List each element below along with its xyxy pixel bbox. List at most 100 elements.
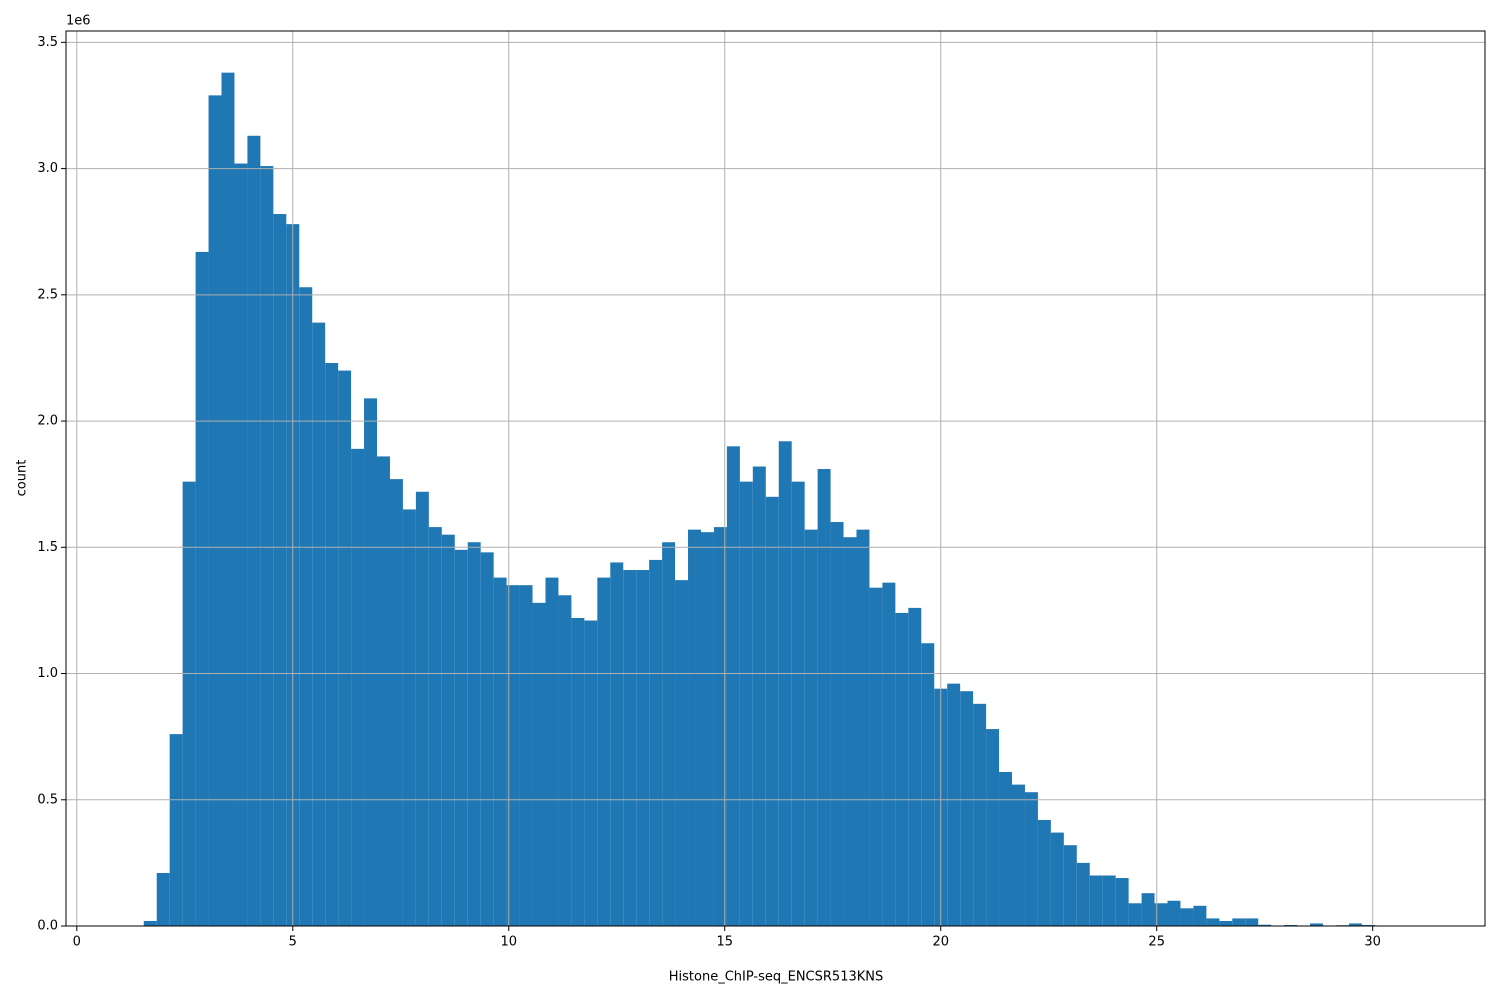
bar [688, 529, 701, 926]
bar [299, 287, 313, 927]
bar [221, 72, 235, 926]
x-tick-label: 5 [289, 935, 297, 950]
bar [752, 466, 766, 926]
bar [1219, 920, 1233, 926]
y-tick-label: 3.0 [37, 161, 58, 176]
bar [700, 532, 714, 926]
bar [389, 479, 403, 926]
bar [1193, 905, 1207, 926]
bar [519, 585, 533, 926]
bar [765, 496, 779, 926]
bar [713, 527, 727, 926]
bar [610, 562, 624, 926]
x-tick-label: 0 [73, 935, 81, 950]
bar [869, 587, 883, 926]
bar [338, 370, 352, 926]
bar [597, 577, 611, 926]
bar [1050, 832, 1064, 926]
bar [895, 612, 909, 926]
bar [830, 522, 844, 926]
bar [1037, 819, 1051, 926]
y-axis-label: count [15, 460, 30, 497]
bar [480, 552, 494, 926]
y-tick-label: 0.5 [37, 792, 58, 807]
bar [791, 481, 805, 926]
bar [623, 570, 637, 926]
bar [493, 577, 507, 926]
y-tick-label: 2.0 [37, 414, 58, 429]
bar [1076, 862, 1090, 926]
bar [182, 481, 196, 926]
bar [1102, 875, 1116, 926]
bar [208, 95, 222, 927]
bar [1063, 845, 1077, 926]
bar [778, 441, 792, 926]
bar [402, 509, 416, 926]
y-tick-label: 1.0 [37, 666, 58, 681]
bar [817, 469, 831, 926]
y-tick-label: 1.5 [37, 540, 58, 555]
bar [999, 771, 1012, 926]
bar [973, 703, 987, 926]
x-tick-label: 20 [932, 935, 949, 950]
bar [467, 542, 481, 926]
bar [882, 582, 896, 926]
bar [960, 691, 974, 926]
bar [986, 729, 1000, 926]
bar [247, 135, 261, 927]
y-offset-label: 1e6 [66, 14, 91, 29]
bar [428, 527, 442, 926]
x-tick-label: 10 [500, 935, 517, 950]
x-axis-label: Histone_ChIP-seq_ENCSR513KNS [669, 970, 883, 985]
bar [1232, 918, 1246, 926]
bar [260, 166, 274, 926]
bar [947, 683, 961, 926]
bar [1089, 875, 1103, 926]
bar [415, 491, 429, 926]
bar [843, 537, 857, 926]
bar [454, 549, 468, 926]
bar [234, 163, 248, 926]
y-tick-label: 3.5 [37, 35, 58, 50]
bar [1310, 923, 1324, 926]
bar [675, 580, 689, 926]
x-tick-label: 25 [1148, 935, 1165, 950]
bar [571, 617, 585, 926]
bar [1128, 903, 1142, 926]
bar [1012, 784, 1025, 926]
bar [1361, 924, 1375, 926]
bar [804, 529, 818, 926]
bar [312, 322, 326, 927]
bar [908, 607, 922, 926]
bar [584, 620, 598, 926]
bar [351, 448, 365, 926]
bar [545, 577, 559, 926]
bar [1206, 918, 1220, 926]
bar [273, 214, 287, 926]
bar [325, 362, 339, 927]
bar [921, 643, 935, 926]
bar [726, 446, 740, 926]
bar [143, 920, 157, 926]
bar [1141, 893, 1155, 926]
bar [1167, 900, 1181, 926]
bar [532, 602, 546, 926]
bar [649, 559, 663, 926]
x-tick-label: 30 [1364, 935, 1381, 950]
bar [856, 529, 870, 926]
y-tick-label: 0.0 [37, 919, 58, 934]
bar [1348, 923, 1362, 926]
bar [739, 481, 753, 926]
bar [1284, 924, 1298, 926]
bar [1258, 924, 1272, 926]
bar [636, 570, 650, 926]
bar [364, 398, 378, 927]
x-tick-label: 15 [716, 935, 733, 950]
bar [506, 585, 520, 926]
bar [169, 734, 183, 926]
bar [1180, 908, 1194, 926]
bar [195, 251, 209, 926]
bar [156, 872, 170, 926]
